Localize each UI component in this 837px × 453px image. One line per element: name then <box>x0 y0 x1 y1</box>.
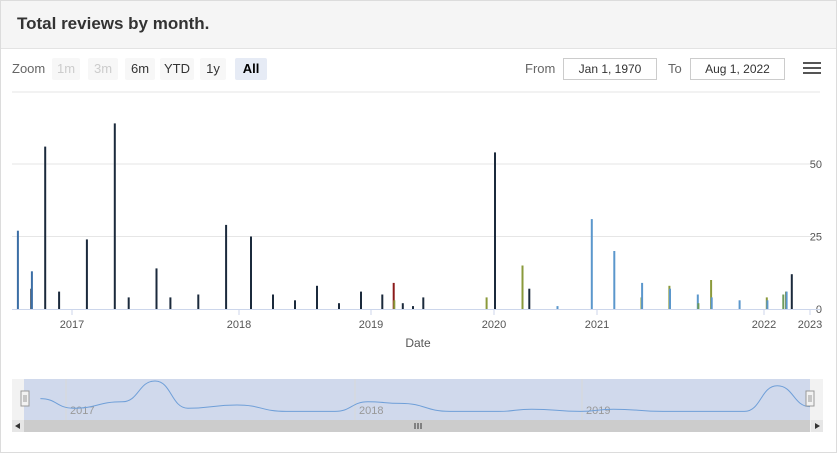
x-tick-label: 2021 <box>585 319 609 331</box>
bar[interactable] <box>197 294 200 310</box>
bar[interactable] <box>155 268 158 309</box>
x-tick-label: 2020 <box>482 319 506 331</box>
bar[interactable] <box>30 271 33 309</box>
to-label: To <box>668 61 682 76</box>
bar[interactable] <box>485 297 488 309</box>
bar[interactable] <box>641 282 644 309</box>
bar[interactable] <box>782 294 785 310</box>
zoom-all-button[interactable]: All <box>235 58 267 80</box>
bar[interactable] <box>338 303 340 309</box>
panel-header: Total reviews by month. <box>1 1 836 49</box>
bar[interactable] <box>16 230 19 309</box>
x-tick-label: 2019 <box>359 319 383 331</box>
scroll-left-arrow-icon <box>15 423 20 429</box>
x-tick-label: 2017 <box>60 319 84 331</box>
bar[interactable] <box>58 291 61 309</box>
bar[interactable] <box>113 123 116 310</box>
x-tick-label: 2023 <box>798 319 822 331</box>
bar[interactable] <box>381 294 384 310</box>
bar[interactable] <box>669 288 671 309</box>
bar[interactable] <box>790 274 793 309</box>
bar[interactable] <box>412 306 414 309</box>
bar[interactable] <box>521 265 524 310</box>
bar[interactable] <box>556 306 559 309</box>
from-label: From <box>525 61 556 76</box>
bar[interactable] <box>360 291 362 309</box>
x-tick-label: 2022 <box>752 319 776 331</box>
bar[interactable] <box>738 300 741 309</box>
zoom-6m-button[interactable]: 6m <box>125 58 155 80</box>
bar[interactable] <box>272 294 274 310</box>
grid-layer: 02550 <box>12 91 822 316</box>
x-axis-title: Date <box>405 336 431 350</box>
navigator-tick-label: 2018 <box>359 405 383 417</box>
bar[interactable] <box>44 146 47 309</box>
navigator[interactable]: 2017 2018 2019 <box>12 379 823 420</box>
to-date-input[interactable]: Aug 1, 2022 <box>690 58 785 80</box>
bar[interactable] <box>85 239 88 309</box>
zoom-label: Zoom <box>12 61 46 76</box>
bar[interactable] <box>696 294 699 310</box>
x-tick-label: 2018 <box>227 319 251 331</box>
zoom-3m-button[interactable]: 3m <box>88 58 118 80</box>
bar[interactable] <box>401 303 404 309</box>
bar[interactable] <box>250 236 252 310</box>
navigator-selected-range[interactable] <box>24 379 810 420</box>
bar[interactable] <box>494 152 496 309</box>
zoom-1m-button[interactable]: 1m <box>52 58 80 80</box>
bar[interactable] <box>766 300 769 309</box>
bar[interactable] <box>528 288 531 309</box>
bar[interactable] <box>613 251 616 309</box>
navigator-series-line <box>40 380 811 412</box>
bar[interactable] <box>785 291 788 309</box>
scrollbar-thumb[interactable] <box>24 420 810 432</box>
bar[interactable] <box>169 297 172 309</box>
panel-title: Total reviews by month. <box>17 14 210 33</box>
bar[interactable] <box>225 224 228 309</box>
bars-layer <box>16 123 793 310</box>
bar[interactable] <box>422 297 425 309</box>
from-date-input[interactable]: Jan 1, 1970 <box>563 58 657 80</box>
navigator-left-handle[interactable] <box>20 390 30 407</box>
navigator-right-handle[interactable] <box>805 390 815 407</box>
y-tick-label: 50 <box>810 159 822 171</box>
bar[interactable] <box>392 282 395 309</box>
bar[interactable] <box>316 285 318 309</box>
bar[interactable] <box>294 300 296 309</box>
bar[interactable] <box>393 300 396 309</box>
bar[interactable] <box>710 280 713 309</box>
zoom-ytd-button[interactable]: YTD <box>160 58 194 80</box>
y-tick-label: 25 <box>810 232 822 244</box>
scroll-right-arrow-icon <box>815 423 820 429</box>
axis-layer: 2017 2018 2019 2020 2021 2022 2023 <box>12 309 822 331</box>
bar[interactable] <box>710 297 713 309</box>
bar[interactable] <box>590 219 593 309</box>
bar[interactable] <box>697 303 700 309</box>
scrollbar[interactable] <box>12 420 823 432</box>
hamburger-menu-icon[interactable] <box>803 62 821 76</box>
zoom-1y-button[interactable]: 1y <box>200 58 226 80</box>
navigator-tick-label: 2019 <box>586 405 610 417</box>
bar[interactable] <box>127 297 130 309</box>
